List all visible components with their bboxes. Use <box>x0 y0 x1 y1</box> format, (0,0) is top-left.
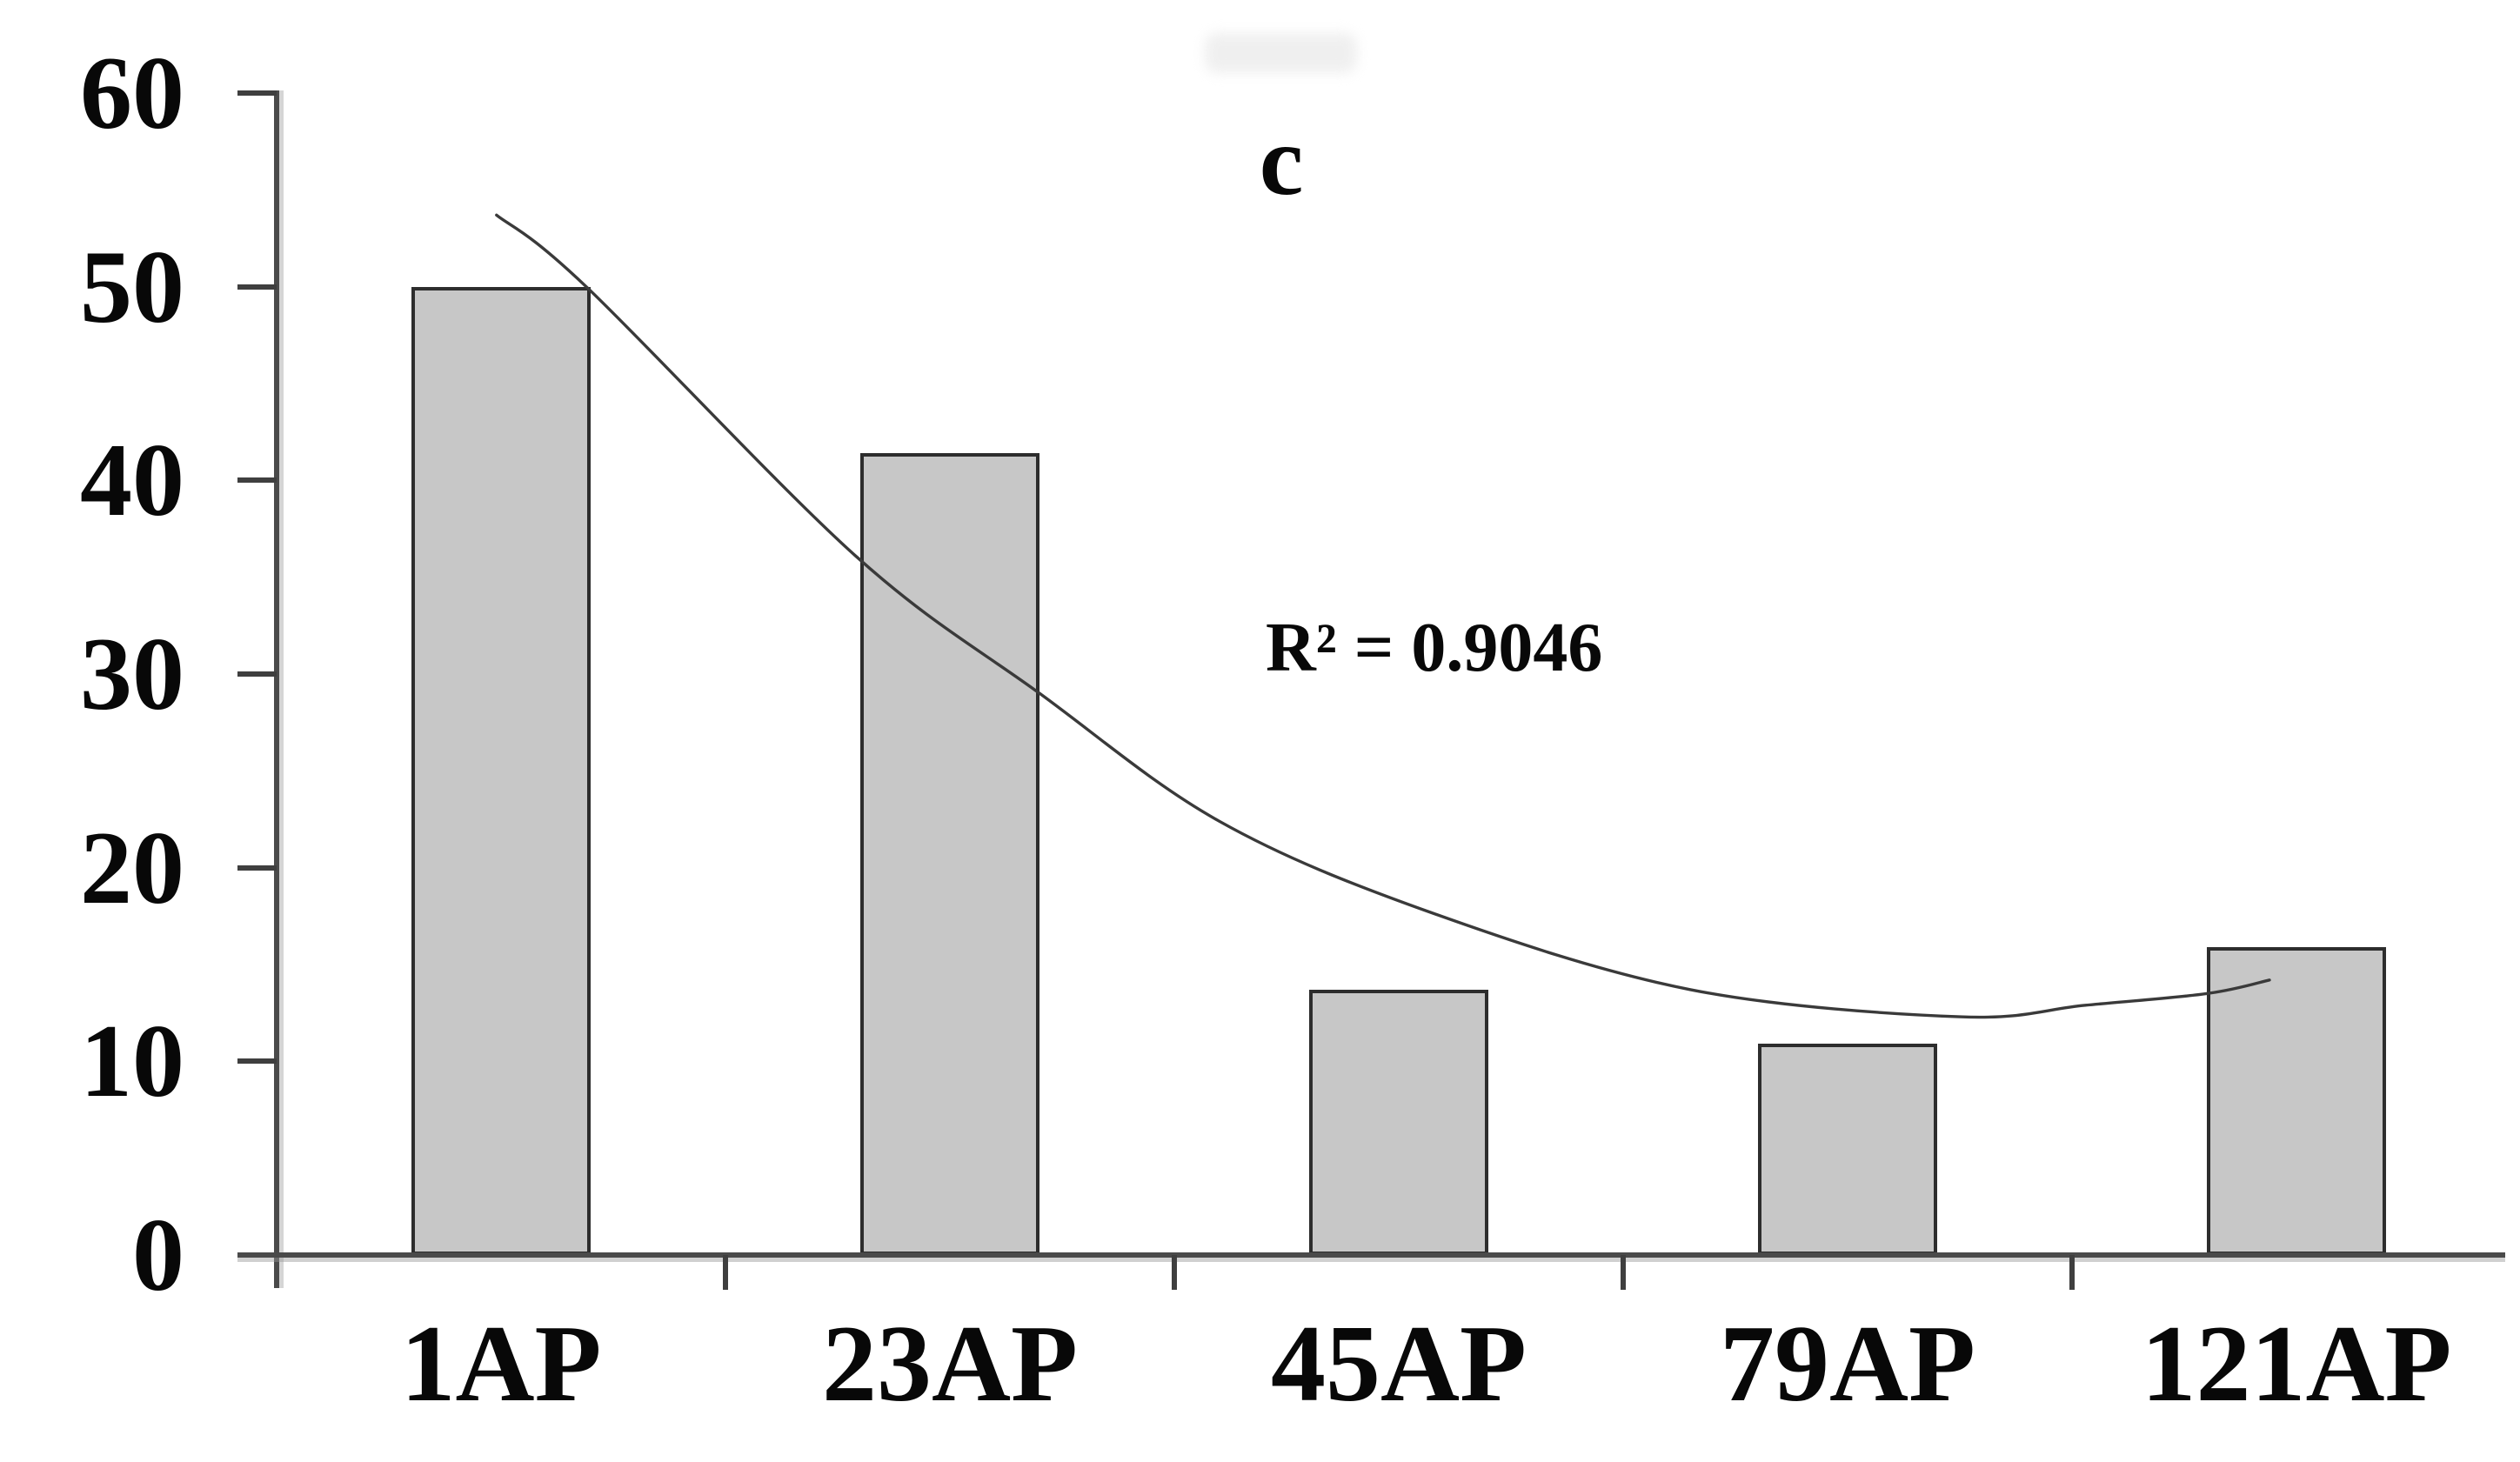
x-category-label: 23AP <box>822 1304 1078 1425</box>
y-tick <box>237 90 277 96</box>
y-tick-label: 20 <box>80 809 184 925</box>
x-category-label: 45AP <box>1271 1304 1527 1425</box>
bar-45ap <box>1309 989 1488 1255</box>
y-tick <box>237 1058 277 1065</box>
x-tick <box>1172 1255 1177 1290</box>
y-tick <box>237 284 277 290</box>
y-tick-label: 60 <box>80 35 184 150</box>
y-tick <box>237 477 277 484</box>
r-squared-annotation: R² = 0.9046 <box>1266 610 1603 686</box>
y-tick <box>237 671 277 677</box>
bar-23ap <box>860 453 1039 1255</box>
bar-1ap <box>411 286 591 1255</box>
x-tick <box>723 1255 728 1290</box>
x-tick <box>2069 1255 2075 1290</box>
ghost-artifact <box>1205 33 1357 73</box>
y-tick-label: 30 <box>80 616 184 731</box>
x-tick <box>1621 1255 1626 1290</box>
bar-79ap <box>1758 1044 1937 1255</box>
y-tick-label: 40 <box>80 422 184 538</box>
x-category-label: 1AP <box>400 1304 602 1425</box>
y-tick-label: 50 <box>80 228 184 344</box>
panel-label: c <box>1259 105 1304 216</box>
y-tick-label: 0 <box>132 1197 184 1312</box>
x-category-label: 79AP <box>1720 1304 1975 1425</box>
y-tick-label: 10 <box>80 1003 184 1119</box>
bar-121ap <box>2207 946 2386 1255</box>
y-axis <box>274 90 279 1288</box>
x-axis <box>237 1252 2505 1258</box>
y-tick <box>237 865 277 871</box>
x-category-label: 121AP <box>2141 1304 2452 1425</box>
